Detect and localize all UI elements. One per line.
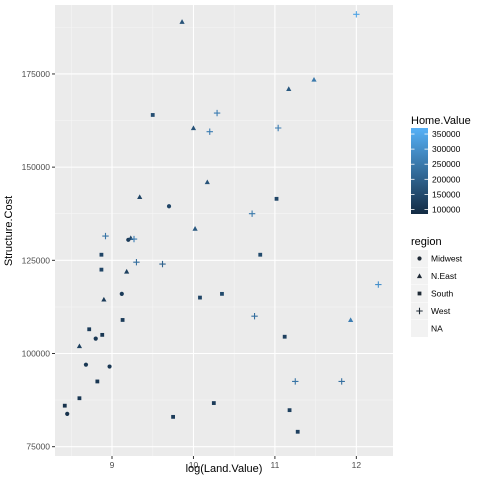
shape-legend-key xyxy=(411,320,428,337)
shape-legend-label: Midwest xyxy=(431,254,463,264)
data-point xyxy=(101,296,107,302)
data-point xyxy=(190,125,197,131)
data-point xyxy=(100,332,105,337)
data-point xyxy=(292,378,299,385)
panel-background xyxy=(55,5,393,456)
data-point xyxy=(211,401,216,405)
data-point xyxy=(220,291,224,296)
data-point xyxy=(119,291,124,296)
y-tick-label: 150000 xyxy=(22,162,51,172)
y-tick-label: 175000 xyxy=(22,69,51,79)
data-point xyxy=(348,317,354,323)
data-point xyxy=(248,210,256,217)
x-tick-label: 12 xyxy=(352,460,362,470)
shape-legend-entries: Midwest N.East South West NA xyxy=(411,250,463,337)
color-legend-bar xyxy=(411,128,428,214)
color-legend-label: 100000 xyxy=(432,204,461,214)
shape-legend: region Midwest N.East South West NA xyxy=(411,236,463,337)
shape-legend-glyph xyxy=(416,273,423,279)
y-tick-label: 100000 xyxy=(22,349,51,359)
data-point xyxy=(99,252,104,257)
data-point xyxy=(192,226,198,231)
color-legend: Home.Value 350000 300000 250000 200000 15000… xyxy=(411,115,471,214)
color-legend-label: 250000 xyxy=(432,159,461,169)
shape-legend-label: West xyxy=(431,306,451,316)
data-point xyxy=(166,204,172,209)
data-point xyxy=(258,252,263,257)
data-points xyxy=(62,11,382,434)
color-legend-label: 200000 xyxy=(432,174,461,184)
data-point xyxy=(295,429,300,434)
data-point xyxy=(179,19,185,24)
y-tick-label: 125000 xyxy=(22,255,51,265)
data-point xyxy=(65,411,70,416)
shape-legend-label: N.East xyxy=(431,271,457,281)
color-legend-title: Home.Value xyxy=(411,115,471,127)
data-point xyxy=(287,408,292,413)
data-point xyxy=(93,336,98,341)
data-point xyxy=(150,113,155,117)
x-tick-label: 9 xyxy=(110,460,115,470)
data-point xyxy=(62,403,67,408)
data-point xyxy=(130,235,138,243)
plot-panel xyxy=(55,5,393,456)
data-point xyxy=(87,327,92,332)
shape-legend-title: region xyxy=(411,236,442,248)
data-point xyxy=(83,362,89,367)
data-point xyxy=(77,396,82,401)
data-point xyxy=(375,281,382,288)
data-point xyxy=(206,128,213,135)
color-legend-labels: 350000 300000 250000 200000 150000 100000 xyxy=(411,129,461,214)
data-point xyxy=(124,268,130,274)
data-point xyxy=(171,414,175,419)
data-point xyxy=(159,260,166,268)
data-point xyxy=(107,364,112,369)
data-point xyxy=(198,295,202,300)
data-point xyxy=(76,343,83,349)
shape-legend-glyph xyxy=(417,291,422,296)
data-point xyxy=(137,194,143,200)
x-tick-label: 11 xyxy=(270,460,279,470)
data-point xyxy=(274,196,279,201)
data-point xyxy=(251,313,258,320)
shape-legend-glyph xyxy=(417,256,422,261)
x-axis-title: log(Land.Value) xyxy=(186,463,263,475)
data-point xyxy=(353,11,360,18)
y-tick-label: 75000 xyxy=(26,442,50,452)
shape-legend-glyph xyxy=(416,307,423,315)
y-axis-title: Structure.Cost xyxy=(3,196,15,266)
y-axis: 75000 100000 125000 150000 175000 xyxy=(22,69,55,452)
data-point xyxy=(213,109,221,117)
shape-legend-label: NA xyxy=(431,324,443,334)
data-point xyxy=(286,86,292,91)
shape-legend-label: South xyxy=(431,289,453,299)
color-legend-label: 150000 xyxy=(432,189,461,199)
data-point xyxy=(204,179,210,185)
data-point xyxy=(102,232,109,240)
color-legend-label: 300000 xyxy=(432,144,461,154)
data-point xyxy=(338,378,345,385)
data-point xyxy=(274,124,282,132)
data-point xyxy=(311,76,317,82)
data-point xyxy=(95,379,100,384)
x-axis: 9 10 11 12 xyxy=(110,456,362,470)
color-legend-label: 350000 xyxy=(432,129,461,139)
x-tick-label: 10 xyxy=(189,460,199,470)
data-point xyxy=(133,258,140,266)
data-point xyxy=(120,318,125,322)
data-point xyxy=(99,267,104,272)
data-point xyxy=(282,334,287,339)
